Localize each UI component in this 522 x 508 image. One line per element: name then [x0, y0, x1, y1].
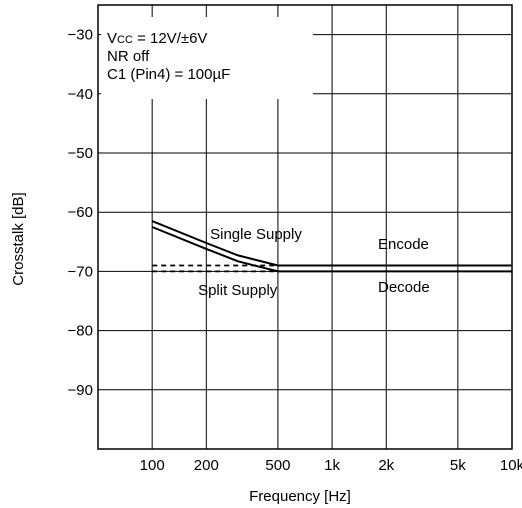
- y-tick-label: −60: [68, 204, 93, 221]
- x-tick-label: 2k: [378, 457, 394, 474]
- x-tick-label: 200: [194, 457, 219, 474]
- x-tick-labels: 100 200 500 1k 2k 5k 10k: [140, 457, 522, 474]
- condition-vcc-subscript: CC: [117, 34, 133, 46]
- plot-frame: [97, 4, 513, 450]
- y-tick-label: −80: [68, 323, 93, 340]
- x-tick-label: 10k: [500, 457, 522, 474]
- series-annotation: Encode: [378, 236, 429, 253]
- data-series: [151, 220, 512, 273]
- y-tick-label: −30: [68, 27, 93, 44]
- x-tick-label: 100: [140, 457, 165, 474]
- condition-vcc: VCC = 12V/±6V: [107, 30, 207, 47]
- y-tick-label: −90: [68, 382, 93, 399]
- single-supply-line: [151, 220, 512, 267]
- x-tick-label: 500: [265, 457, 290, 474]
- condition-c1: C1 (Pin4) = 100µF: [107, 66, 230, 83]
- conditions-background: [101, 17, 313, 99]
- x-tick-label: 5k: [450, 457, 466, 474]
- single-supply-line: [151, 226, 512, 273]
- y-tick-label: −70: [68, 263, 93, 280]
- condition-nr: NR off: [107, 48, 150, 65]
- condition-vcc-value: = 12V/±6V: [133, 30, 208, 47]
- series-annotation: Decode: [378, 279, 430, 296]
- series-annotations: Single Supply Split Supply Encode Decode: [198, 226, 430, 299]
- series-annotation: Single Supply: [210, 226, 302, 243]
- y-tick-labels: −30 −40 −50 −60 −70 −80 −90: [68, 27, 93, 399]
- x-tick-label: 1k: [324, 457, 340, 474]
- y-axis-label: Crosstalk [dB]: [10, 192, 27, 285]
- y-tick-label: −40: [68, 86, 93, 103]
- series-annotation: Split Supply: [198, 282, 278, 299]
- condition-vcc-v: V: [107, 30, 117, 47]
- y-tick-label: −50: [68, 145, 93, 162]
- x-axis-label: Frequency [Hz]: [249, 488, 351, 505]
